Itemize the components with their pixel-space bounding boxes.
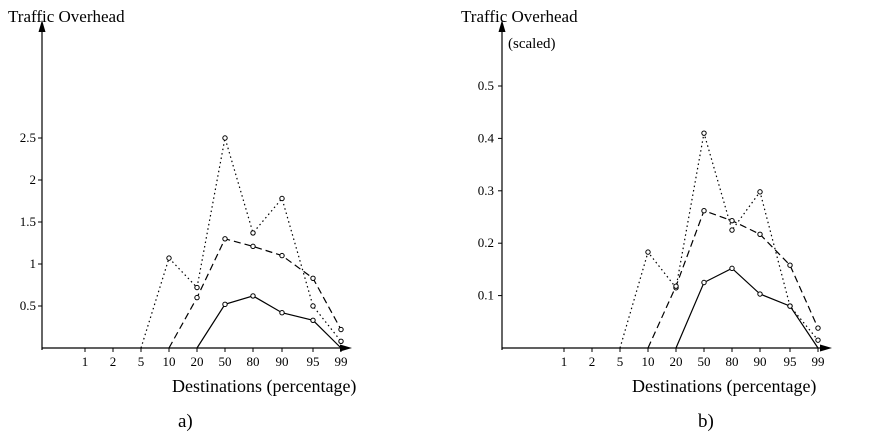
- data-point-dotted: [815, 337, 821, 343]
- series-line-solid: [675, 267, 819, 349]
- data-point-dashed: [250, 243, 256, 250]
- x-tick-label: 2: [589, 354, 596, 369]
- data-point-dotted: [757, 189, 763, 195]
- data-point-dotted: [729, 227, 735, 233]
- panel-label: a): [178, 411, 193, 432]
- data-point-solid: [701, 279, 707, 286]
- data-point-dashed: [701, 208, 707, 214]
- x-tick-label: 80: [726, 354, 739, 369]
- x-tick-label: 50: [698, 354, 711, 369]
- data-point-dashed: [673, 283, 679, 289]
- x-tick-label: 95: [784, 354, 797, 369]
- data-point-solid: [729, 265, 735, 272]
- data-point-dotted: [279, 195, 285, 202]
- x-axis-arrow: [820, 344, 832, 352]
- data-point-dashed: [815, 325, 821, 331]
- data-point-solid: [250, 293, 256, 299]
- y-tick-label: 1.5: [20, 214, 36, 229]
- y-tick-label: 1: [30, 256, 37, 271]
- x-tick-label: 50: [219, 354, 232, 369]
- data-point-solid: [279, 310, 285, 316]
- y-tick-label: 0.3: [478, 183, 494, 198]
- series-line-dotted: [619, 132, 819, 349]
- data-point-dashed: [310, 275, 316, 281]
- panel-label: b): [698, 411, 714, 432]
- x-tick-label: 99: [335, 354, 348, 369]
- x-tick-label: 95: [307, 354, 320, 369]
- data-point-dotted: [250, 230, 256, 236]
- y-axis-label: Traffic Overhead: [461, 7, 578, 26]
- y-axis-arrow: [38, 20, 46, 32]
- x-tick-label: 80: [247, 354, 260, 369]
- x-tick-label: 2: [110, 354, 117, 369]
- data-point-dotted: [338, 338, 344, 344]
- y-tick-label: 0.5: [20, 298, 36, 313]
- x-tick-label: 10: [163, 354, 176, 369]
- x-axis-label: Destinations (percentage): [172, 376, 356, 397]
- data-point-solid: [757, 291, 763, 297]
- data-point-solid: [787, 303, 793, 309]
- x-tick-label: 5: [617, 354, 624, 369]
- data-point-dashed: [338, 326, 344, 333]
- x-axis-label: Destinations (percentage): [632, 376, 816, 397]
- data-point-dotted: [310, 303, 316, 309]
- data-point-solid: [222, 301, 228, 308]
- data-point-dashed: [279, 252, 285, 259]
- data-point-dotted: [222, 135, 228, 141]
- x-tick-label: 99: [812, 354, 825, 369]
- data-point-dashed: [194, 294, 200, 301]
- y-tick-label: 0.2: [478, 235, 494, 250]
- y-tick-label: 2: [30, 172, 37, 187]
- x-tick-label: 5: [138, 354, 145, 369]
- y-tick-label: 0.4: [478, 130, 495, 145]
- y-axis-arrow: [498, 20, 506, 32]
- data-point-dashed: [729, 217, 735, 224]
- series-line-solid: [196, 295, 342, 349]
- x-tick-label: 90: [754, 354, 767, 369]
- y-axis-sublabel: (scaled): [508, 36, 555, 52]
- y-tick-label: 0.1: [478, 288, 494, 303]
- data-point-dotted: [645, 249, 651, 255]
- x-axis-arrow: [340, 344, 352, 352]
- y-tick-label: 2.5: [20, 130, 36, 145]
- data-point-solid: [310, 317, 316, 323]
- y-tick-label: 0.5: [478, 78, 494, 93]
- x-tick-label: 20: [670, 354, 683, 369]
- y-axis-label: Traffic Overhead: [8, 7, 125, 26]
- data-point-dotted: [194, 284, 200, 291]
- chart-a: 0.5 1 1.5 2 2.5 1 2 5 10 20 50 80 90 95 99 Traffic Over…: [8, 7, 356, 432]
- data-point-dashed: [787, 262, 793, 268]
- chart-b: 0.1 0.2 0.3 0.4 0.5 1 2 5 10 20 50 80 90 95 99 Traffic …: [461, 7, 832, 432]
- data-point-dashed: [757, 231, 763, 237]
- data-point-dotted: [166, 255, 172, 261]
- data-point-dotted: [701, 130, 707, 136]
- x-tick-label: 20: [191, 354, 204, 369]
- x-tick-label: 10: [642, 354, 655, 369]
- x-tick-label: 1: [82, 354, 89, 369]
- x-tick-label: 1: [561, 354, 568, 369]
- series-line-dashed: [168, 238, 342, 349]
- x-tick-label: 90: [276, 354, 289, 369]
- data-point-dashed: [222, 236, 228, 242]
- series-line-dotted: [140, 137, 342, 349]
